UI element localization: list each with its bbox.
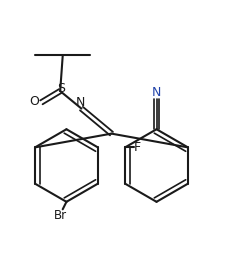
Text: O: O: [29, 95, 39, 108]
Text: F: F: [134, 141, 141, 154]
Text: N: N: [75, 96, 85, 109]
Text: S: S: [57, 82, 65, 95]
Text: N: N: [151, 86, 161, 99]
Text: Br: Br: [53, 209, 67, 222]
